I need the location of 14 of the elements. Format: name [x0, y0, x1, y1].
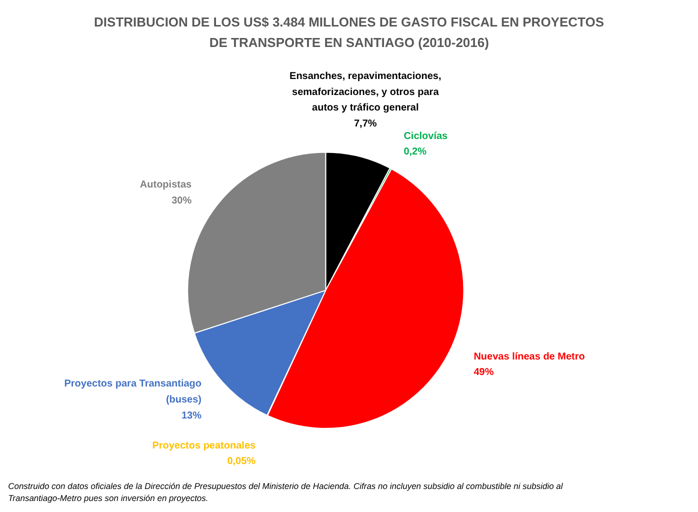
slice-label: Ciclovías: [404, 130, 448, 142]
slice-label: Autopistas: [140, 180, 192, 191]
data-label: 0,05%: [227, 456, 256, 468]
chart-title: DISTRIBUCION DE LOS US$ 3.484 MILLONES DE GASTO FISCAL EN PROYECTOS DE TRANSPORTE EN SANTIAGO (2010-2016): [94, 14, 604, 50]
data-label: 7,7%: [354, 118, 377, 130]
data-label: 0,2%: [404, 146, 427, 158]
slice-label: Proyectos peatonales: [152, 440, 256, 452]
data-label: 49%: [474, 367, 494, 378]
text: Construido con datos oficiales de la Dirección de Presupuestos del Ministerio de Hacienda. Cifras no incluyen subsidio al combustible ni subsidio al Transantiago-Metro pues son inversión en proyectos.: [8, 480, 564, 504]
data-label: 13%: [182, 410, 202, 422]
slice-label: Proyectos para Transantiago (buses): [64, 378, 202, 406]
slice-label: Nuevas líneas de Metro: [474, 351, 585, 362]
data-label: 30%: [172, 195, 192, 206]
slice-label: Ensanches, repavimentaciones, semaforizaciones, y otros para autos y tráfico general: [290, 70, 442, 114]
